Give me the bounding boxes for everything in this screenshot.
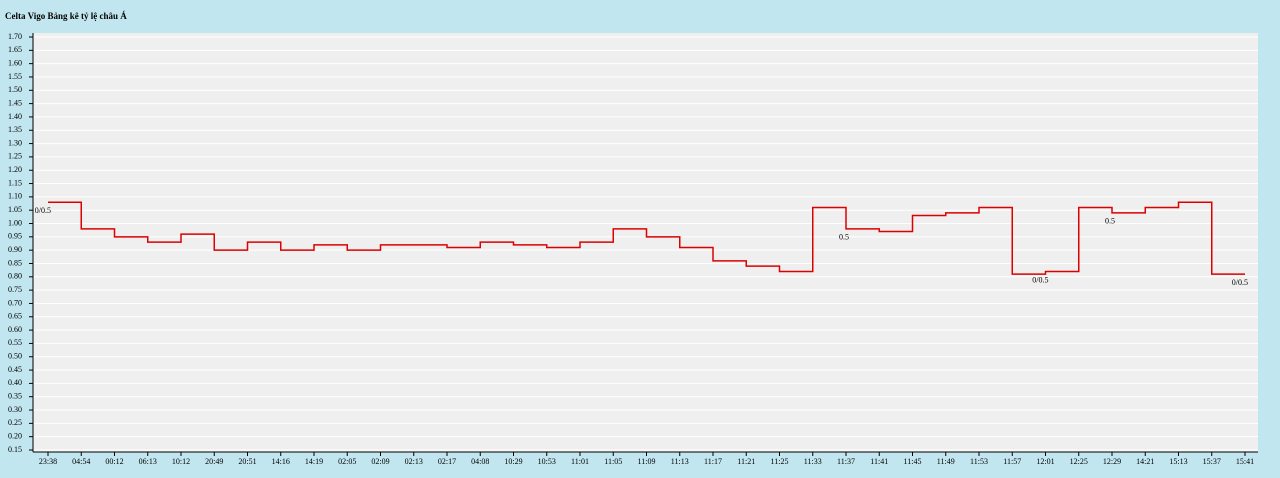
x-tick-label: 12:29 — [1103, 457, 1121, 466]
x-tick-label: 04:54 — [72, 457, 90, 466]
y-tick-label: 1.60 — [8, 58, 22, 67]
x-tick-label: 11:21 — [737, 457, 755, 466]
y-tick-label: 1.65 — [8, 45, 22, 54]
plot-area — [33, 33, 1258, 452]
y-tick-label: 0.65 — [8, 312, 22, 321]
y-tick-label: 1.45 — [8, 98, 22, 107]
y-tick-label: 0.20 — [8, 432, 22, 441]
x-tick-label: 02:13 — [405, 457, 423, 466]
y-tick-label: 1.20 — [8, 165, 22, 174]
x-tick-label: 11:09 — [638, 457, 656, 466]
x-tick-label: 14:19 — [305, 457, 323, 466]
x-tick-label: 11:45 — [904, 457, 922, 466]
y-tick-label: 0.15 — [8, 445, 22, 454]
y-tick-label: 1.10 — [8, 192, 22, 201]
y-tick-label: 1.35 — [8, 125, 22, 134]
y-tick-label: 0.95 — [8, 232, 22, 241]
x-tick-label: 15:41 — [1236, 457, 1254, 466]
x-tick-label: 14:21 — [1136, 457, 1154, 466]
x-tick-label: 14:16 — [272, 457, 290, 466]
y-tick-label: 0.55 — [8, 338, 22, 347]
x-tick-label: 11:05 — [604, 457, 622, 466]
x-tick-label: 11:33 — [804, 457, 822, 466]
x-tick-label: 00:12 — [105, 457, 123, 466]
y-tick-label: 0.80 — [8, 272, 22, 281]
y-tick-label: 1.50 — [8, 85, 22, 94]
x-tick-label: 11:57 — [1003, 457, 1021, 466]
y-tick-label: 0.60 — [8, 325, 22, 334]
y-tick-label: 0.90 — [8, 245, 22, 254]
handicap-label: 0/0.5 — [35, 206, 51, 215]
y-tick-label: 0.35 — [8, 392, 22, 401]
y-tick-label: 1.55 — [8, 72, 22, 81]
y-tick-label: 1.05 — [8, 205, 22, 214]
y-tick-label: 1.15 — [8, 178, 22, 187]
x-tick-label: 11:17 — [704, 457, 722, 466]
x-tick-label: 11:25 — [771, 457, 789, 466]
x-tick-label: 11:41 — [870, 457, 888, 466]
odds-line — [48, 201, 1245, 275]
x-tick-label: 15:37 — [1203, 457, 1221, 466]
x-tick-label: 10:29 — [504, 457, 522, 466]
y-tick-label: 0.40 — [8, 378, 22, 387]
y-tick-label: 1.70 — [8, 32, 22, 41]
y-tick-label: 0.25 — [8, 418, 22, 427]
x-tick-label: 02:09 — [371, 457, 389, 466]
handicap-label: 0/0.5 — [1232, 278, 1248, 287]
x-tick-label: 11:49 — [937, 457, 955, 466]
x-tick-label: 12:01 — [1036, 457, 1054, 466]
chart-title: Celta Vigo Bảng kê tỷ lệ châu Á — [5, 11, 127, 21]
x-tick-label: 10:53 — [538, 457, 556, 466]
x-tick-label: 11:37 — [837, 457, 855, 466]
y-tick-label: 0.30 — [8, 405, 22, 414]
y-tick-label: 0.70 — [8, 298, 22, 307]
x-tick-label: 11:53 — [970, 457, 988, 466]
y-tick-label: 0.85 — [8, 258, 22, 267]
x-tick-label: 20:49 — [205, 457, 223, 466]
x-tick-label: 02:05 — [338, 457, 356, 466]
y-tick-label: 0.75 — [8, 285, 22, 294]
y-tick-label: 0.50 — [8, 352, 22, 361]
y-tick-label: 1.00 — [8, 218, 22, 227]
x-tick-label: 12:25 — [1070, 457, 1088, 466]
x-tick-label: 10:12 — [172, 457, 190, 466]
x-tick-label: 11:13 — [671, 457, 689, 466]
x-tick-label: 11:01 — [571, 457, 589, 466]
handicap-label: 0/0.5 — [1032, 275, 1048, 284]
handicap-label: 0.5 — [1105, 217, 1115, 226]
x-tick-label: 23:38 — [39, 457, 57, 466]
y-tick-label: 1.30 — [8, 138, 22, 147]
x-tick-label: 20:51 — [238, 457, 256, 466]
handicap-label: 0.5 — [839, 233, 849, 242]
y-tick-label: 1.25 — [8, 152, 22, 161]
x-tick-label: 04:08 — [471, 457, 489, 466]
y-tick-label: 1.40 — [8, 112, 22, 121]
x-tick-label: 06:13 — [139, 457, 157, 466]
y-tick-label: 0.45 — [8, 365, 22, 374]
x-tick-label: 02:17 — [438, 457, 456, 466]
x-tick-label: 15:13 — [1169, 457, 1187, 466]
